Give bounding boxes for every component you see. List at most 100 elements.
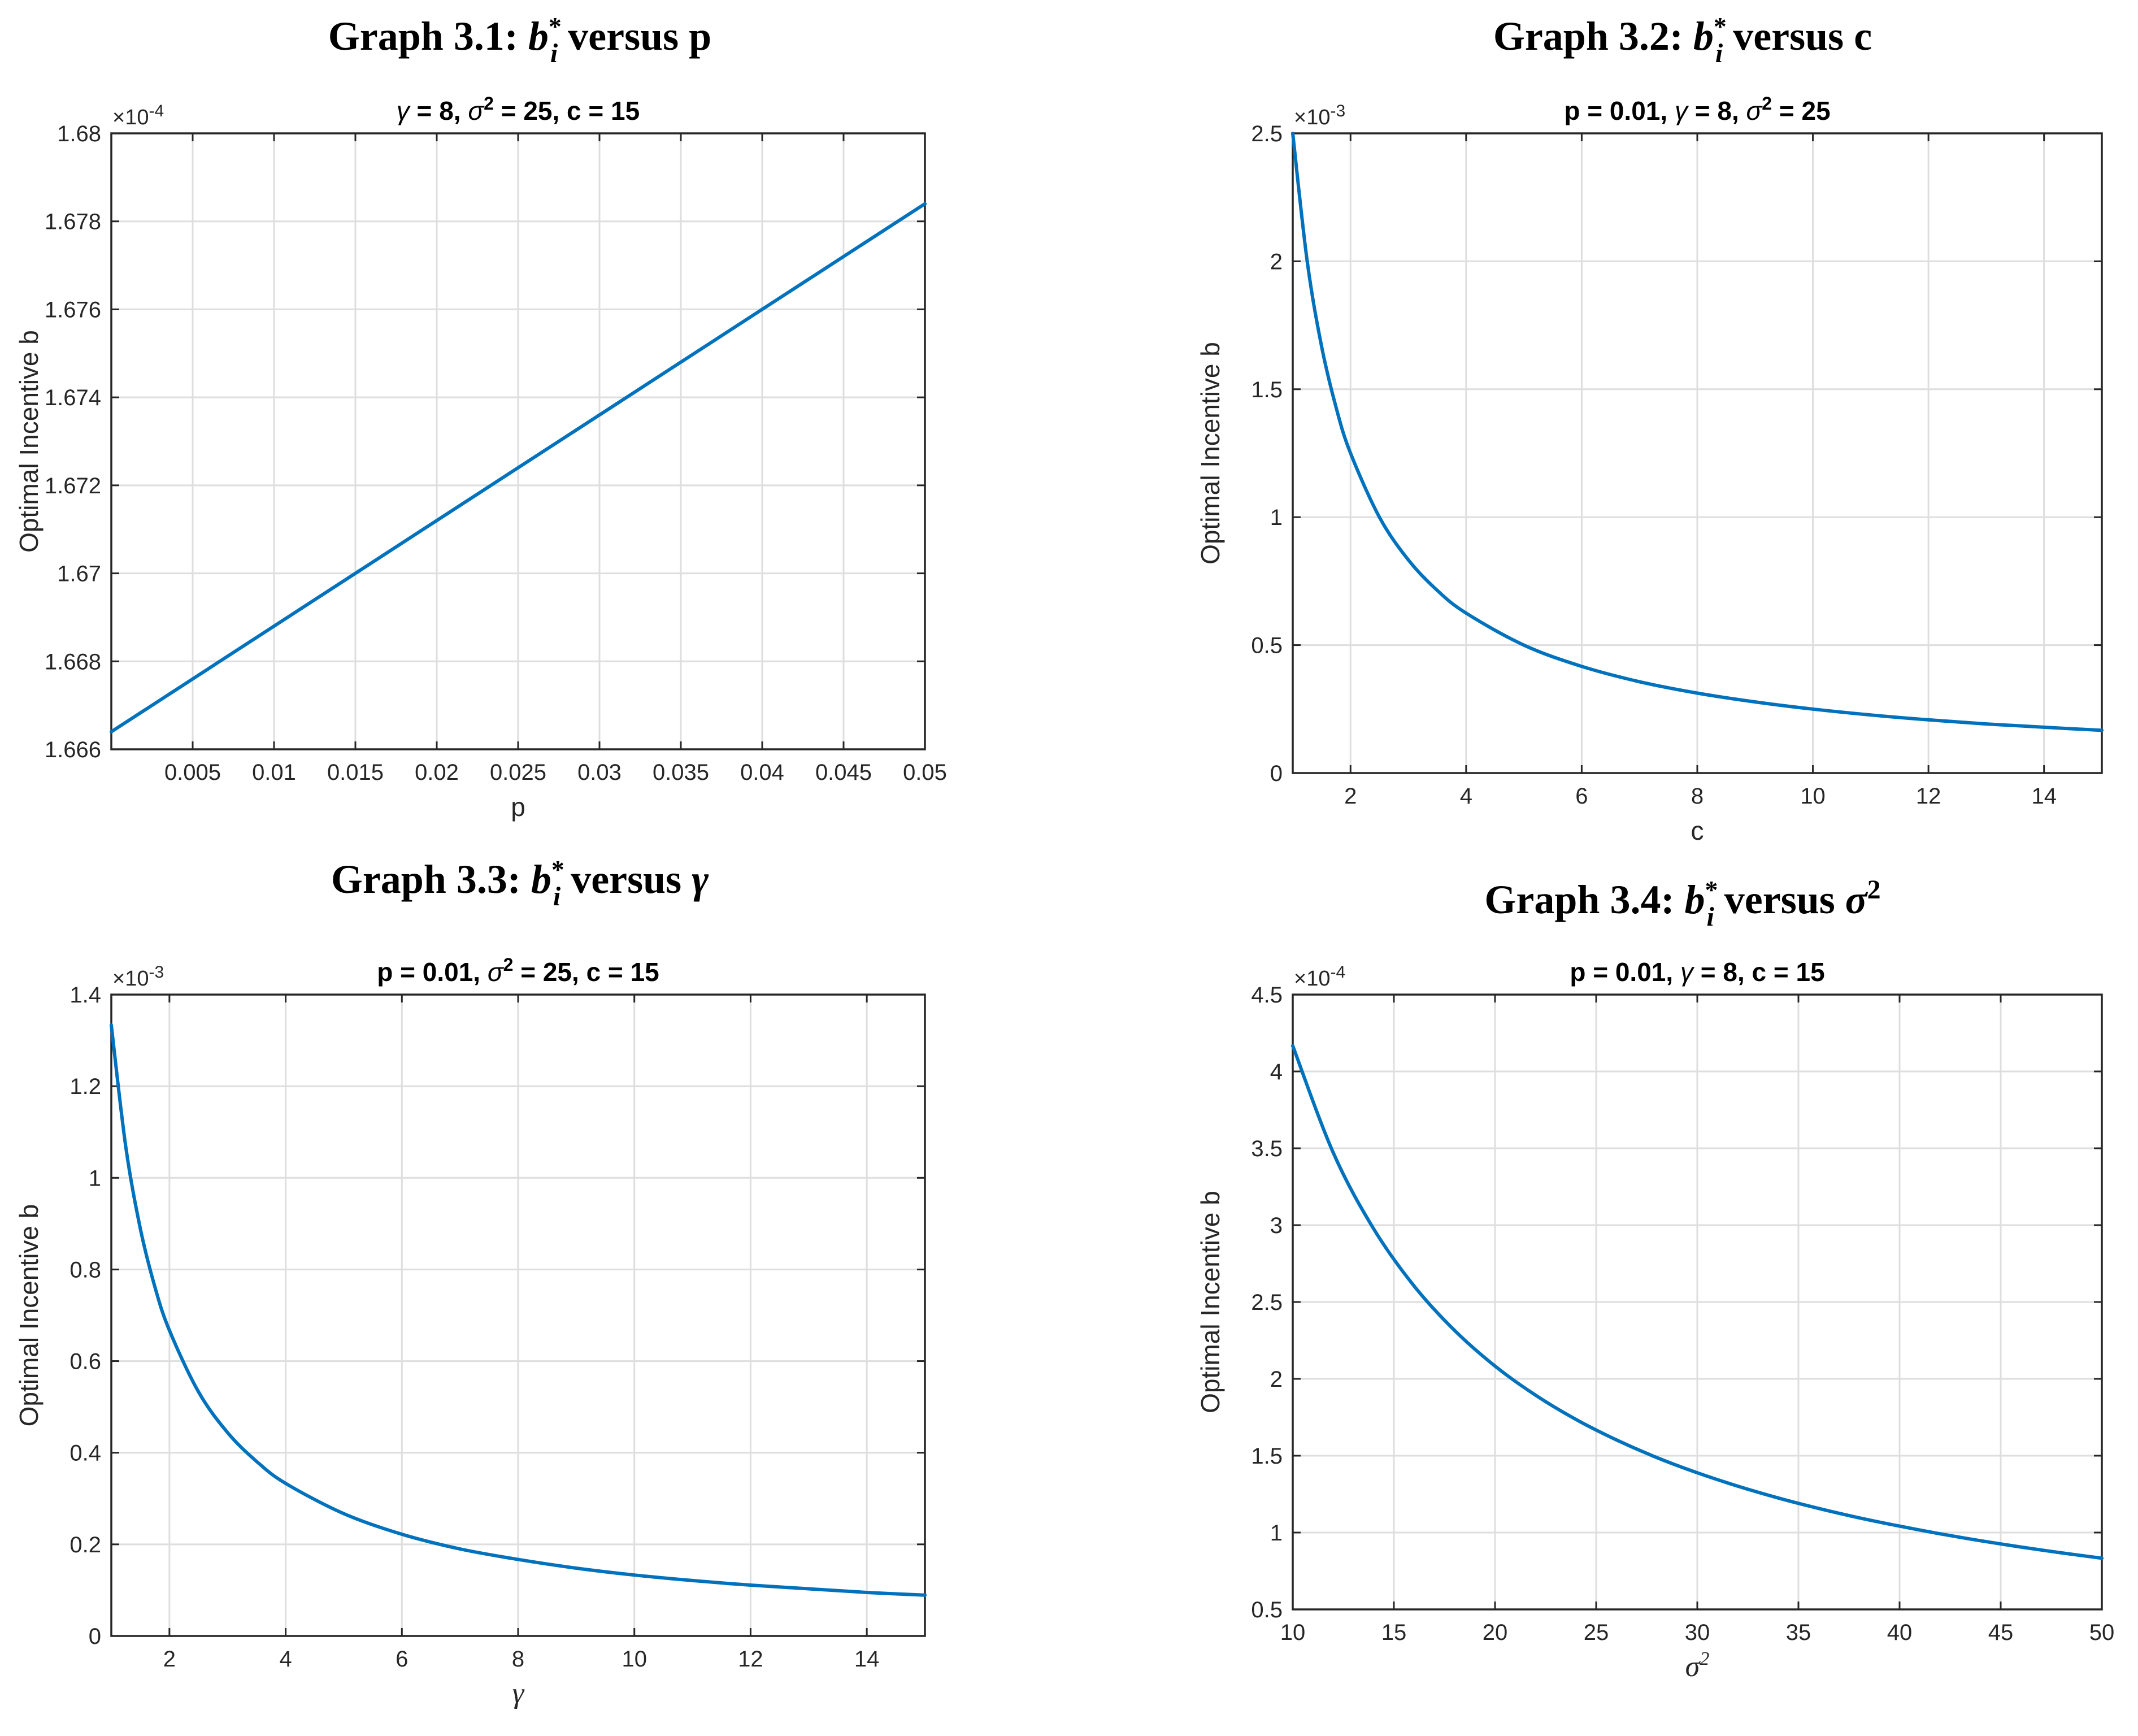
chart2-y-multiplier-base: ×10 [1294, 106, 1330, 129]
chart2-graph-title: Graph 3.2: b* i versus c [1493, 12, 1872, 68]
chart1-xlabel-text: p [511, 792, 525, 822]
chart3-ytick-label-1: 0.2 [69, 1533, 101, 1557]
chart4-graph-title-sub: i [1706, 902, 1714, 932]
chart2-title-part-1: γ [1675, 96, 1689, 125]
chart1-ytick-label-3: 1.672 [45, 474, 101, 498]
chart2-data-point-5 [1377, 515, 1381, 519]
chart3-data-point-15 [690, 1578, 694, 1582]
chart3-data-point-14 [632, 1573, 636, 1577]
chart4-xtick-label-0: 10 [1280, 1620, 1306, 1645]
chart3-xtick-label-3: 8 [512, 1647, 524, 1672]
chart1-ylabel: Optimal Incentive b [14, 330, 44, 553]
chart2-ytick-label-0: 0 [1270, 761, 1283, 786]
chart2-data-point-18 [2042, 725, 2046, 729]
chart3-data-point-4 [167, 1329, 171, 1333]
chart1-ytick-label-7: 1.68 [57, 121, 101, 146]
chart3-data-point-3 [153, 1285, 157, 1289]
chart3-data-point-7 [255, 1460, 259, 1464]
chart4-data-point-20 [2100, 1556, 2104, 1560]
chart1-title-part-2: σ [468, 96, 485, 125]
chart3-title-part-2: 2 [503, 954, 514, 975]
chart4-data-point-11 [1736, 1484, 1740, 1488]
chart4-data-point-17 [1979, 1539, 1983, 1543]
chart3-graph-title-var: b [531, 857, 551, 902]
chart3-data-point-18 [865, 1591, 869, 1594]
chart3-graph-title-suffix-var: γ [692, 857, 709, 902]
chart2-series-line-0 [1291, 132, 2104, 732]
chart3-xtick-label-4: 10 [622, 1647, 647, 1672]
chart4-xtick-label-1: 15 [1381, 1620, 1407, 1645]
chart4-data-point-6 [1533, 1393, 1537, 1397]
chart4-title-part-2: = 8, c = 15 [1693, 957, 1825, 987]
chart3-data-point-12 [516, 1557, 520, 1561]
chart3-title-part-1: σ [488, 957, 505, 987]
chart4-graph-title-var: b [1684, 877, 1705, 922]
chart4-ytick-label-8: 4.5 [1251, 983, 1283, 1008]
chart4-ytick-label-7: 4 [1270, 1060, 1283, 1084]
chart4-xlabel-text: σ [1685, 1651, 1701, 1683]
chart2-data-point-2 [1320, 345, 1324, 349]
chart4-data-point-3 [1412, 1284, 1416, 1288]
chart1-ytick-label-6: 1.678 [45, 210, 101, 235]
chart2-data-point-6 [1406, 558, 1410, 562]
chart1-xtick-label-1: 0.01 [252, 760, 296, 785]
chart3-data-point-11 [458, 1547, 462, 1551]
chart2-xtick-label-5: 12 [1916, 784, 1941, 809]
chart4-data-point-16 [1938, 1532, 1942, 1536]
chart1-data-point-3 [598, 413, 601, 417]
chart4-series-line-0 [1291, 1044, 2104, 1560]
chart2-ytick-label-3: 1.5 [1251, 377, 1283, 402]
chart4-data-point-12 [1776, 1496, 1780, 1500]
chart1-data-point-0 [110, 730, 113, 734]
chart3-xtick-label-6: 14 [854, 1647, 880, 1672]
chart4-ytick-label-2: 1.5 [1251, 1444, 1283, 1469]
chart3-ytick-label-4: 0.8 [69, 1257, 101, 1282]
chart3-title: p = 0.01, σ2 = 25, c = 15 [377, 954, 659, 987]
chart1-graph-title: Graph 3.1: b* i versus p [328, 12, 711, 68]
chart2-data-point-1 [1305, 259, 1309, 263]
chart3-data-point-9 [342, 1512, 346, 1516]
chart3-ytick-label-2: 0.4 [69, 1441, 101, 1466]
chart4-data-point-18 [2019, 1545, 2023, 1549]
chart4-ytick-label-0: 0.5 [1251, 1598, 1283, 1622]
chart4-xtick-label-4: 30 [1685, 1620, 1710, 1645]
chart2-data-point-15 [1868, 713, 1872, 717]
chart1-xtick-label-0: 0.005 [164, 760, 221, 785]
chart2-data-point-13 [1753, 700, 1757, 704]
chart4-data-point-0 [1291, 1044, 1294, 1048]
chart4-xtick-label-8: 50 [2089, 1620, 2115, 1645]
chart4-ytick-label-5: 3 [1270, 1213, 1283, 1238]
chart1-xtick-label-9: 0.05 [903, 760, 947, 785]
chart2-data-point-4 [1349, 452, 1353, 455]
chart4-data-point-5 [1493, 1364, 1497, 1368]
chart2-xtick-label-1: 4 [1460, 784, 1472, 809]
chart4-graph-title-suffix: versus [1714, 877, 1845, 922]
chart2-data-point-7 [1435, 588, 1439, 592]
chart2-xtick-label-4: 10 [1800, 784, 1826, 809]
chart4-y-multiplier-exp: -4 [1330, 963, 1345, 982]
chart4-data-point-8 [1614, 1438, 1618, 1442]
chart4-ylabel: Optimal Incentive b [1196, 1191, 1225, 1413]
chart3-graph-title-sub: i [553, 882, 561, 912]
chart4-title-part-1: γ [1680, 957, 1695, 987]
chart3-data-point-6 [225, 1431, 229, 1434]
chart3-xtick-label-1: 4 [279, 1647, 292, 1672]
chart2-data-point-19 [2100, 728, 2104, 732]
chart3-data-point-13 [574, 1566, 578, 1570]
chart4-data-point-10 [1696, 1471, 1699, 1475]
chart2-title: p = 0.01, γ = 8, σ2 = 25 [1564, 93, 1830, 125]
chart3-graph-title-suffix: versus [560, 857, 692, 902]
chart3-y-multiplier-base: ×10 [112, 967, 149, 991]
chart4-xtick-label-5: 35 [1786, 1620, 1811, 1645]
chart3-data-point-16 [749, 1583, 753, 1587]
chart3-data-point-0 [110, 1023, 113, 1027]
chart3-data-point-17 [807, 1587, 811, 1591]
chart2-data-point-14 [1811, 707, 1815, 711]
chart1-data-point-2 [435, 519, 438, 523]
chart3-ytick-label-0: 0 [89, 1624, 101, 1649]
chart3-data-point-5 [197, 1390, 201, 1394]
chart4-data-point-9 [1655, 1456, 1659, 1460]
chart1-xtick-label-2: 0.015 [327, 760, 384, 785]
chart4-title-part-0: p = 0.01, [1570, 957, 1680, 987]
